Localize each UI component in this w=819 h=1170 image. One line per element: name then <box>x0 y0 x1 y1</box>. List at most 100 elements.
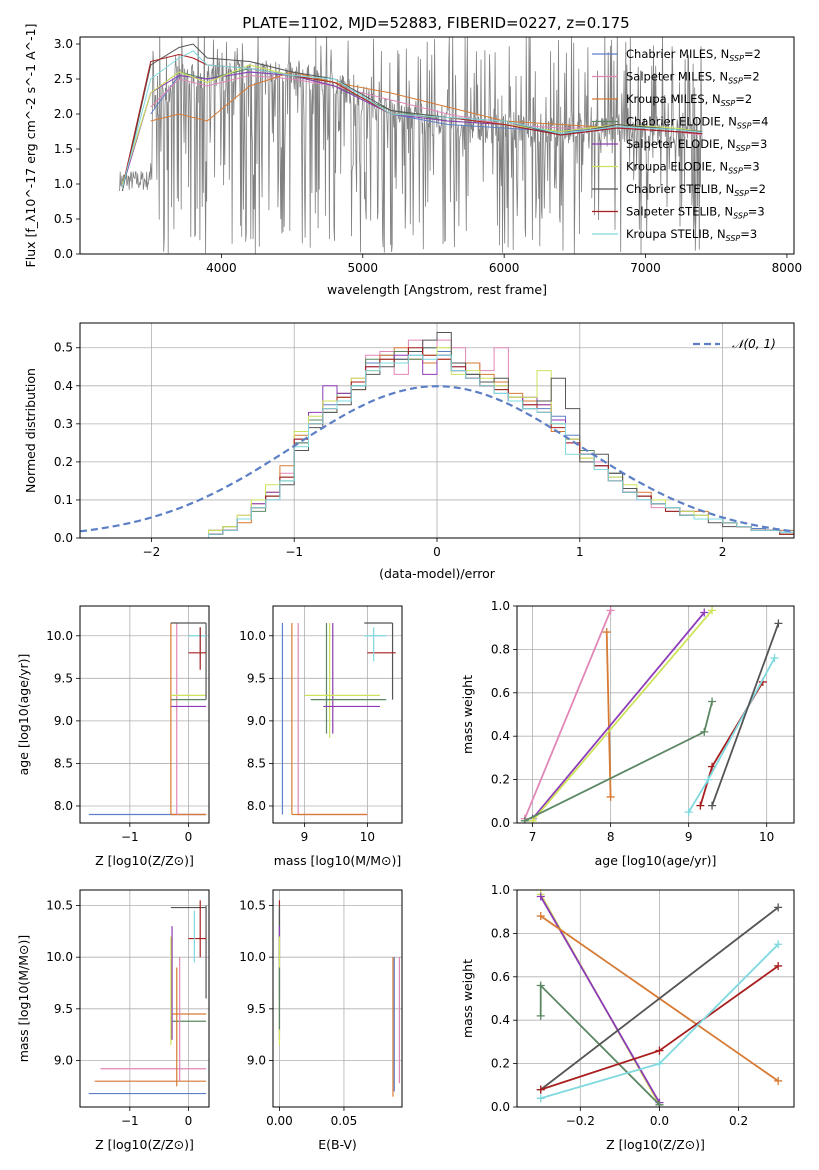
y-tick-label: 9.0 <box>247 1054 266 1068</box>
weight-point <box>696 801 705 810</box>
legend-label: Chabrier MILES, NSSP=2 <box>626 47 761 63</box>
plot-area <box>119 37 703 254</box>
legend-label: Kroupa STELIB, NSSP=3 <box>626 227 757 243</box>
legend-label: Chabrier ELODIE, NSSP=4 <box>626 115 768 131</box>
gaussian-curve <box>80 385 794 533</box>
y-tick-label: 0.0 <box>54 247 73 261</box>
x-tick-label: 9 <box>301 830 309 844</box>
x-tick-label: 0.2 <box>729 1114 748 1128</box>
y-tick-label: 9.5 <box>247 671 266 685</box>
y-axis-label: age [log10(age/yr)] <box>16 654 31 776</box>
y-tick-label: 10.5 <box>46 899 73 913</box>
weight-point <box>655 1046 664 1055</box>
legend-label: Salpeter MILES, NSSP=2 <box>626 70 760 86</box>
weight-point <box>536 1085 545 1094</box>
plot-area <box>278 900 401 1097</box>
y-tick-label: 10.0 <box>46 950 73 964</box>
x-tick-label: 0 <box>433 545 441 559</box>
y-tick-label: 0.0 <box>491 1100 510 1114</box>
x-tick-label: 0 <box>185 830 193 844</box>
weight-point <box>770 654 779 663</box>
x-tick-label: 10 <box>759 830 774 844</box>
weight-line-2 <box>531 611 705 820</box>
histogram-8 <box>208 354 794 538</box>
histogram-3 <box>208 347 794 538</box>
y-tick-label: 0.6 <box>491 686 510 700</box>
axes-frame <box>79 889 210 1108</box>
weight-point <box>774 940 783 949</box>
plot-area <box>520 606 783 823</box>
y-tick-label: 0.8 <box>491 926 510 940</box>
x-tick-label: 2 <box>719 545 727 559</box>
weight-point <box>704 775 713 784</box>
plot-area <box>88 900 207 1095</box>
x-axis-label: mass [log10(M/M⊙)] <box>274 853 402 868</box>
weight-point <box>606 606 615 615</box>
y-tick-label: 10.0 <box>239 629 266 643</box>
weight-line-6 <box>687 657 776 813</box>
weight-line-7 <box>711 623 780 806</box>
axes-frame <box>79 322 795 539</box>
legend-label: Kroupa ELODIE, NSSP=3 <box>626 160 760 176</box>
y-tick-label: 0.5 <box>54 341 73 355</box>
y-tick-label: 9.0 <box>54 714 73 728</box>
weight-point <box>774 619 783 628</box>
weight-point <box>536 981 545 990</box>
weight-point <box>708 606 717 615</box>
x-tick-label: −0.2 <box>566 1114 595 1128</box>
y-tick-label: 0.4 <box>491 729 510 743</box>
y-tick-label: 0.5 <box>54 212 73 226</box>
y-tick-label: 3.0 <box>54 37 73 51</box>
legend-label: 𝒩(0, 1) <box>732 337 776 351</box>
panel-age-vs-Z: −1 0 8.0 8.5 9.0 9.5 10.0 Z [log10(Z/Z⊙)] age [l… <box>16 605 210 868</box>
x-axis-label: Z [log10(Z/Z⊙)] <box>95 853 194 868</box>
legend-label: Salpeter ELODIE, NSSP=3 <box>626 137 767 153</box>
x-axis-label: E(B-V) <box>318 1137 357 1152</box>
x-tick-label: 0.05 <box>331 1114 358 1128</box>
weight-line-3 <box>531 609 713 822</box>
y-tick-label: 1.5 <box>54 142 73 156</box>
figure-title: PLATE=1102, MJD=52883, FIBERID=0227, z=0… <box>242 14 629 32</box>
axes-frame <box>272 605 403 824</box>
x-tick-label: 7 <box>529 830 537 844</box>
weight-point <box>700 727 709 736</box>
weight-point <box>528 816 537 823</box>
y-tick-label: 10.0 <box>46 629 73 643</box>
y-tick-label: 0.1 <box>54 493 73 507</box>
axes-frame <box>516 605 795 824</box>
x-tick-label: −1 <box>285 545 303 559</box>
x-axis-label: Z [log10(Z/Z⊙)] <box>606 1137 705 1152</box>
plot-area <box>536 890 783 1107</box>
x-tick-label: 10 <box>360 830 375 844</box>
y-tick-label: 0.2 <box>54 455 73 469</box>
model-line-8 <box>121 50 703 188</box>
x-tick-label: 4000 <box>206 261 237 275</box>
y-tick-label: 9.0 <box>247 714 266 728</box>
weight-line-1 <box>539 896 661 1104</box>
x-axis-label: age [log10(age/yr)] <box>595 853 717 868</box>
weight-point <box>602 628 611 637</box>
legend-label: Chabrier STELIB, NSSP=2 <box>626 182 766 198</box>
weight-point <box>684 808 693 817</box>
x-tick-label: 0.0 <box>650 1114 669 1128</box>
y-tick-label: 1.0 <box>491 883 510 897</box>
axes-frame <box>79 605 210 824</box>
x-tick-label: 0 <box>185 1114 193 1128</box>
panels: 4000 5000 6000 7000 80000.00.51.01.52.02.53.… <box>16 24 802 1152</box>
panel-weight-vs-age: 7 8 9 10 0.0 0.2 0.4 0.6 0.8 1.0 age [log10(age/yr… <box>460 599 795 868</box>
x-tick-label: −2 <box>143 545 161 559</box>
y-tick-label: 9.5 <box>54 1002 73 1016</box>
panel-weight-vs-Z: −0.2 0.0 0.2 0.0 0.2 0.4 0.6 0.8 1.0 Z [log10(Z/Z… <box>460 883 795 1152</box>
weight-point <box>700 608 709 617</box>
x-tick-label: 6000 <box>489 261 520 275</box>
x-tick-label: 0.00 <box>266 1114 293 1128</box>
x-tick-label: 8000 <box>772 261 803 275</box>
y-axis-label: mass weight <box>460 959 475 1038</box>
x-tick-label: 1 <box>576 545 584 559</box>
weight-line-0 <box>523 609 612 820</box>
y-tick-label: 0.2 <box>491 773 510 787</box>
panel-mass-vs-Z: −1 0 9.0 9.5 10.0 10.5 Z [log10(Z/Z⊙)] mass [lo… <box>16 889 210 1152</box>
y-tick-label: 0.3 <box>54 417 73 431</box>
weight-point <box>774 961 783 970</box>
